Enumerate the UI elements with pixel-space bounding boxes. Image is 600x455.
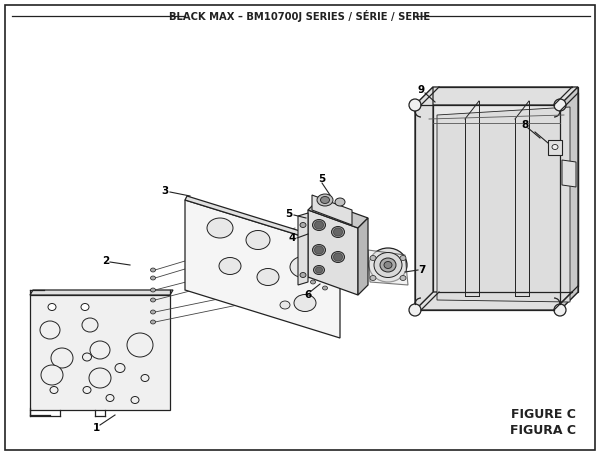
Text: 3: 3 — [161, 186, 169, 196]
Polygon shape — [308, 210, 358, 295]
Polygon shape — [415, 292, 578, 310]
Text: FIGURA C: FIGURA C — [510, 424, 576, 436]
Ellipse shape — [151, 298, 155, 302]
Ellipse shape — [51, 348, 73, 368]
Ellipse shape — [141, 374, 149, 381]
Ellipse shape — [81, 303, 89, 310]
Polygon shape — [308, 200, 368, 228]
Ellipse shape — [82, 318, 98, 332]
Ellipse shape — [311, 280, 316, 284]
Polygon shape — [185, 200, 340, 338]
Ellipse shape — [106, 394, 114, 401]
Ellipse shape — [334, 253, 343, 261]
Ellipse shape — [313, 244, 325, 256]
Ellipse shape — [369, 248, 407, 282]
Text: FIGURE C: FIGURE C — [511, 409, 575, 421]
Ellipse shape — [83, 353, 91, 361]
Ellipse shape — [554, 304, 566, 316]
Text: 9: 9 — [418, 85, 425, 95]
Polygon shape — [368, 250, 408, 285]
Ellipse shape — [151, 310, 155, 314]
Ellipse shape — [300, 273, 306, 278]
Polygon shape — [30, 295, 170, 410]
Text: 5: 5 — [319, 174, 326, 184]
Ellipse shape — [331, 252, 344, 263]
Ellipse shape — [50, 386, 58, 394]
Ellipse shape — [290, 256, 320, 278]
Ellipse shape — [331, 227, 344, 238]
Ellipse shape — [257, 268, 279, 285]
Ellipse shape — [370, 256, 376, 261]
Ellipse shape — [83, 386, 91, 394]
Polygon shape — [415, 87, 578, 105]
Text: 4: 4 — [289, 233, 296, 243]
Ellipse shape — [409, 304, 421, 316]
Ellipse shape — [48, 303, 56, 310]
Ellipse shape — [131, 396, 139, 404]
Ellipse shape — [127, 333, 153, 357]
Ellipse shape — [374, 253, 402, 278]
Polygon shape — [562, 160, 576, 187]
Ellipse shape — [300, 222, 306, 228]
Text: 8: 8 — [521, 120, 529, 130]
Text: 7: 7 — [418, 265, 425, 275]
Polygon shape — [560, 87, 578, 310]
Polygon shape — [30, 290, 173, 295]
Polygon shape — [548, 140, 562, 155]
Ellipse shape — [323, 286, 328, 290]
Ellipse shape — [280, 301, 290, 309]
Ellipse shape — [313, 219, 325, 231]
Ellipse shape — [90, 341, 110, 359]
Ellipse shape — [40, 321, 60, 339]
Polygon shape — [185, 196, 342, 248]
Ellipse shape — [320, 197, 329, 203]
Ellipse shape — [246, 231, 270, 249]
Polygon shape — [298, 213, 308, 285]
Ellipse shape — [335, 198, 345, 206]
Ellipse shape — [370, 275, 376, 280]
Text: 2: 2 — [103, 256, 110, 266]
Ellipse shape — [115, 364, 125, 373]
Ellipse shape — [41, 365, 63, 385]
Ellipse shape — [554, 99, 566, 111]
Polygon shape — [415, 87, 433, 310]
Ellipse shape — [384, 262, 392, 268]
Ellipse shape — [314, 246, 323, 254]
Text: 1: 1 — [92, 423, 100, 433]
Text: 5: 5 — [286, 209, 293, 219]
Ellipse shape — [314, 221, 323, 229]
Ellipse shape — [151, 276, 155, 280]
Ellipse shape — [409, 99, 421, 111]
Polygon shape — [358, 218, 368, 295]
Ellipse shape — [380, 258, 396, 272]
Ellipse shape — [400, 275, 406, 280]
Ellipse shape — [334, 228, 343, 236]
Ellipse shape — [151, 320, 155, 324]
Ellipse shape — [207, 218, 233, 238]
Ellipse shape — [314, 266, 325, 274]
Polygon shape — [433, 87, 578, 292]
Ellipse shape — [400, 256, 406, 261]
Text: BLACK MAX – BM10700J SERIES / SÉRIE / SERIE: BLACK MAX – BM10700J SERIES / SÉRIE / SE… — [169, 10, 431, 22]
Ellipse shape — [317, 194, 333, 206]
Ellipse shape — [151, 288, 155, 292]
Ellipse shape — [316, 267, 323, 273]
Polygon shape — [437, 107, 570, 302]
Polygon shape — [312, 195, 352, 225]
Ellipse shape — [219, 258, 241, 274]
FancyBboxPatch shape — [5, 5, 595, 450]
Ellipse shape — [89, 368, 111, 388]
Text: 6: 6 — [304, 290, 311, 300]
Ellipse shape — [294, 294, 316, 312]
Ellipse shape — [552, 145, 558, 150]
Ellipse shape — [151, 268, 155, 272]
